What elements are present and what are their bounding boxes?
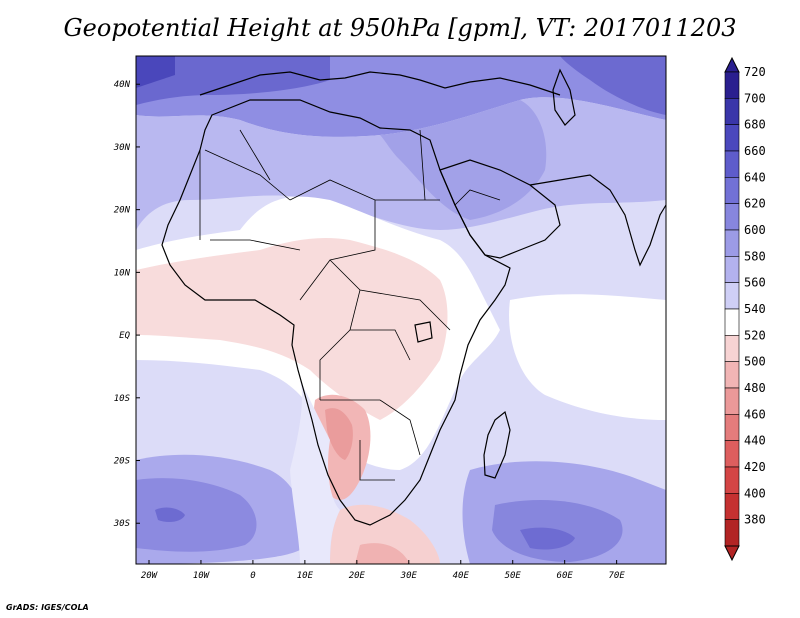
colorbar: 720 700 680 660 640 620 600 580 560 540 520 500 480 4… [724,56,766,562]
colorbar-label: 380 [744,513,766,527]
colorbar-label: 500 [744,355,766,369]
colorbar-label: 680 [744,118,766,132]
longitude-axis: 20W 10W 0 10E 20E 30E 40E 50E 60E 70E [141,560,625,581]
colorbar-swatch [724,493,740,520]
colorbar-label: 460 [744,407,766,421]
colorbar-swatch [724,71,740,99]
colorbar-swatch [724,466,740,494]
field-band-540-ocean [509,294,666,420]
lon-tick-label: 70E [609,571,626,581]
colorbar-bottom-arrow [724,545,740,562]
field-band-640-south-atlantic [155,507,185,523]
country-borders [199,129,501,481]
colorbar-swatch [724,282,740,310]
colorbar-swatch [724,98,740,125]
coastline-africa [161,99,511,526]
latitude-axis: 40N 30N 20N 10N EQ 10S 20S 30S [113,80,140,529]
grads-credit: GrADS: IGES/COLA [6,603,89,612]
lon-tick-label: 0 [250,571,255,581]
colorbar-label: 420 [744,460,766,474]
lat-tick-label: 20N [114,206,131,216]
lon-tick-label: 20E [349,571,366,581]
lon-tick-label: 30E [400,571,418,581]
lon-tick-label: 60E [557,571,574,581]
lat-tick-label: 30S [113,519,131,529]
field-band-520 [136,238,448,420]
colorbar-label: 620 [744,197,766,211]
lake-victoria [414,321,433,343]
colorbar-swatch [724,203,740,231]
colorbar-swatch [724,361,740,389]
field-band-500-south [355,543,410,564]
field-band-560-south [290,380,340,564]
lon-tick-label: 10E [297,571,314,581]
colorbar-top-arrow [724,56,740,73]
colorbar-swatch [724,150,740,178]
colorbar-swatch [724,519,740,547]
colorbar-swatch [724,308,740,336]
coastline-caspian [552,68,576,126]
coastline-asia [529,174,666,267]
colorbar-label: 540 [744,302,766,316]
lon-tick-label: 20W [141,571,159,581]
field-band-660-west [136,56,330,105]
colorbar-swatch [724,414,740,441]
lon-tick-label: 10W [193,571,211,581]
colorbar-swatch [724,387,740,415]
map-frame [135,55,667,565]
field-band-600-arabia [380,100,547,220]
colorbar-label: 400 [744,486,766,500]
lat-tick-label: EQ [119,331,130,341]
colorbar-swatch [724,124,740,152]
lat-tick-label: 20S [114,457,131,467]
colorbar-label: 600 [744,223,766,237]
colorbar-swatch [724,335,740,362]
colorbar-label: 580 [744,249,766,263]
coastlines [161,68,666,526]
field-band-660-east [560,56,666,115]
colorbar-label: 660 [744,144,766,158]
colorbar-label: 480 [744,381,766,395]
colorbar-label: 520 [744,328,766,342]
lat-tick-label: 40N [114,80,131,90]
colorbar-label: 440 [744,434,766,448]
colorbar-swatch [724,177,740,204]
coastline-madagascar [483,410,511,479]
lon-tick-label: 50E [505,571,522,581]
field-band-640-south-indian [520,527,575,550]
coastline-europe [199,71,561,96]
lat-tick-label: 10N [114,268,131,278]
lon-tick-label: 40E [453,571,470,581]
colorbar-swatch [724,229,740,257]
field-band-700 [136,56,175,88]
colorbar-label: 700 [744,91,766,105]
field-band-520-south [330,504,440,564]
colorbar-swatch [724,440,740,468]
map-title: Geopotential Height at 950hPa [gpm], VT:… [63,14,737,42]
colorbar-label: 560 [744,276,766,290]
field-band-480-kalahari [325,408,353,460]
height-field [136,56,666,564]
colorbar-label: 720 [744,65,766,79]
lat-tick-label: 30N [113,143,131,153]
lat-tick-label: 10S [114,394,131,404]
coastline-arabia [439,159,561,259]
colorbar-label: 640 [744,170,766,184]
colorbar-swatch [724,256,740,283]
field-band-620-south-atlantic [136,478,257,552]
